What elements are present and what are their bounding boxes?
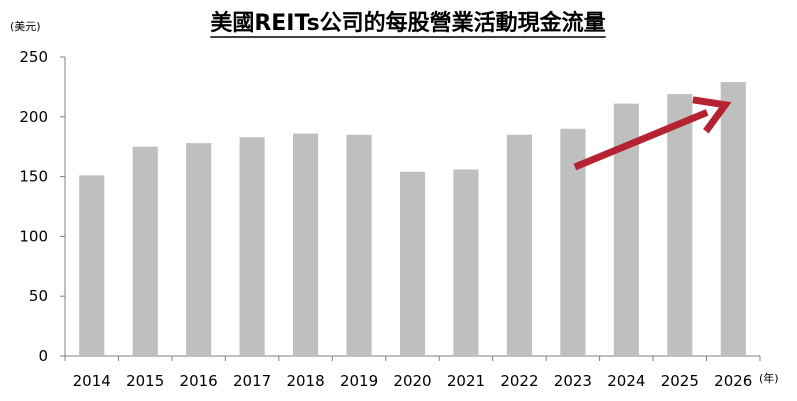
x-tick-label: 2019 bbox=[340, 372, 378, 390]
bar-2022 bbox=[506, 134, 532, 356]
trend-annotation bbox=[573, 96, 732, 171]
bar-2021 bbox=[453, 169, 479, 356]
x-tick-label: 2024 bbox=[607, 372, 645, 390]
bar-2019 bbox=[346, 134, 372, 356]
y-tick-label: 50 bbox=[29, 287, 48, 305]
y-axis-unit-label: (美元) bbox=[10, 20, 41, 33]
x-tick-label: 2023 bbox=[554, 372, 592, 390]
bars bbox=[79, 82, 746, 357]
trend-arrow-shaft bbox=[573, 109, 709, 171]
x-axis: 2014 2015 2016 2017 2018 2019 2020 2021 2022 2023… bbox=[64, 355, 761, 390]
y-tick-label: 100 bbox=[19, 227, 48, 245]
chart-title: 美國REITs公司的每股營業活動現金流量 bbox=[210, 10, 605, 36]
x-tick-label: 2025 bbox=[661, 372, 699, 390]
x-tick-label: 2015 bbox=[126, 372, 164, 390]
x-tick-label: 2016 bbox=[180, 372, 218, 390]
bar-2017 bbox=[239, 137, 265, 356]
x-tick-label: 2017 bbox=[233, 372, 271, 390]
y-tick-label: 150 bbox=[19, 168, 48, 186]
x-tick-label: 2014 bbox=[73, 372, 111, 390]
x-tick-label: 2022 bbox=[500, 372, 538, 390]
bar-2020 bbox=[399, 171, 426, 356]
bar-2016 bbox=[186, 143, 212, 356]
bar-2025 bbox=[667, 94, 693, 357]
x-axis-unit-label: (年) bbox=[759, 371, 779, 385]
y-tick-label: 0 bbox=[38, 347, 48, 365]
trend-arrow-head bbox=[692, 96, 732, 134]
bar-2015 bbox=[132, 146, 158, 356]
x-tick-label: 2026 bbox=[714, 372, 752, 390]
y-tick-label: 250 bbox=[19, 48, 48, 66]
x-tick-label: 2021 bbox=[447, 372, 485, 390]
x-tick-label: 2020 bbox=[393, 372, 431, 390]
x-tick-label: 2018 bbox=[286, 372, 324, 390]
y-axis: 0 50 100 150 200 250 bbox=[19, 48, 66, 365]
bar-2018 bbox=[293, 133, 319, 356]
y-tick-label: 200 bbox=[19, 108, 48, 126]
bar-2026 bbox=[720, 82, 746, 356]
bar-2014 bbox=[79, 175, 105, 356]
